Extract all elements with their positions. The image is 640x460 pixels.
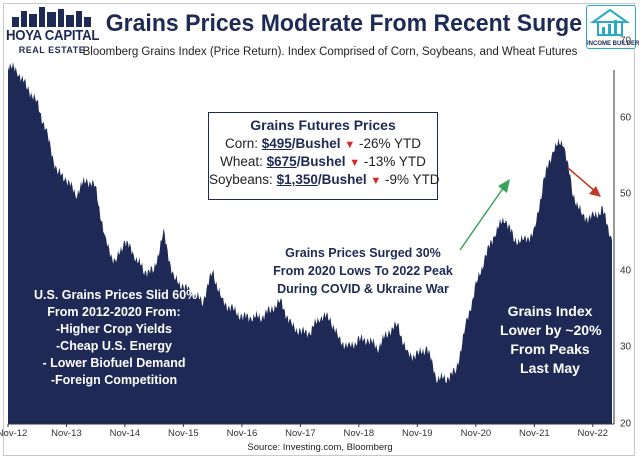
ytd-change: -26% YTD <box>358 136 422 151</box>
logo-brand: HOYA CAPITAL <box>6 27 100 44</box>
annotation-line: Grains Prices Surged 30% <box>285 246 441 260</box>
x-tick-label: Nov-18 <box>343 428 375 439</box>
hoya-capital-logo: HOYA CAPITAL REAL ESTATE <box>6 5 100 59</box>
commodity-label: Corn: <box>224 136 258 151</box>
source-note: Source: Investing.com, Bloomberg <box>247 442 393 453</box>
x-tick-label: Nov-12 <box>0 428 28 439</box>
x-tick-label: Nov-20 <box>460 428 492 439</box>
logo-subtitle: REAL ESTATE <box>18 45 86 55</box>
annotation-line: U.S. Grains Prices Slid 60% <box>34 288 198 302</box>
annotation-line: Grains Index <box>507 303 593 319</box>
house-icon <box>589 8 631 36</box>
price-unit: /Bushel <box>317 172 367 187</box>
commodity-label: Soybeans: <box>209 172 273 187</box>
x-tick-label: Nov-13 <box>51 428 82 439</box>
price-row-soybeans: Soybeans: $1,350/Bushel ▼ -9% YTD <box>209 172 440 187</box>
income-builder-label: INCOME BUILDER <box>587 41 640 47</box>
down-triangle-icon: ▼ <box>370 175 382 187</box>
price-row-corn: Corn: $495/Bushel ▼ -26% YTD <box>209 136 437 151</box>
y-tick-label: 60 <box>620 112 632 124</box>
annotation-line: -Higher Crop Yields <box>56 322 172 336</box>
down-trend-arrow-line <box>567 167 597 193</box>
price-box-heading: Grains Futures Prices <box>250 117 396 133</box>
down-trend-arrow-icon <box>589 186 601 197</box>
y-tick-label: 50 <box>620 188 632 200</box>
annotation-line: - Lower Biofuel Demand <box>42 356 186 370</box>
commodity-price: $1,350 <box>276 172 318 187</box>
futures-price-box: Grains Futures Prices Corn: $495/Bushel … <box>208 112 440 200</box>
up-trend-arrow-icon <box>498 179 510 193</box>
surge-annotation: Grains Prices Surged 30% From 2020 Lows … <box>258 244 468 298</box>
annotation-line: During COVID & Ukraine War <box>277 282 449 296</box>
annotation-line: -Cheap U.S. Energy <box>56 339 172 353</box>
annotation-line: From 2020 Lows To 2022 Peak <box>273 264 453 278</box>
annotation-line: From Peaks <box>510 341 590 357</box>
ytd-change: -9% YTD <box>385 172 440 187</box>
commodity-price: $495 <box>261 136 292 151</box>
x-tick-label: Nov-16 <box>226 428 258 439</box>
x-tick-marks <box>7 424 594 427</box>
chart-title: Grains Prices Moderate From Recent Surge <box>105 10 583 37</box>
y-tick-label: 40 <box>620 265 632 277</box>
y-tick-label: 20 <box>620 418 632 430</box>
down-triangle-icon: ▼ <box>344 139 356 151</box>
commodity-price: $675 <box>266 154 297 169</box>
price-unit: /Bushel <box>296 154 346 169</box>
skyline-icon <box>12 7 91 27</box>
x-tick-label: Nov-21 <box>519 428 550 439</box>
x-tick-label: Nov-15 <box>168 428 199 439</box>
x-tick-label: Nov-14 <box>109 428 141 439</box>
ytd-change: -13% YTD <box>363 154 426 169</box>
x-tick-label: Nov-22 <box>577 428 609 439</box>
chart-subtitle: Bloomberg Grains Index (Price Return). I… <box>82 46 578 58</box>
chart-frame <box>3 3 635 456</box>
price-row-wheat: Wheat: $675/Bushel ▼ -13% YTD <box>209 154 437 169</box>
x-tick-label: Nov-19 <box>401 428 433 439</box>
x-tick-label: Nov-17 <box>285 428 316 439</box>
down-triangle-icon: ▼ <box>349 157 361 169</box>
recent-decline-annotation: Grains Index Lower by ~20% From Peaks La… <box>500 302 602 378</box>
annotation-line: -Foreign Competition <box>50 373 178 387</box>
price-unit: /Bushel <box>291 136 341 151</box>
y-tick-label: 30 <box>620 341 632 353</box>
annotation-line: Last May <box>520 360 580 376</box>
y-tick-label: 70 <box>620 35 632 47</box>
annotation-line: Lower by ~20% <box>500 322 602 338</box>
income-builder-logo: INCOME BUILDER <box>586 5 640 49</box>
annotation-line: From 2012-2020 From: <box>47 305 181 319</box>
up-trend-arrow-line <box>459 183 507 251</box>
commodity-label: Wheat: <box>220 154 263 169</box>
grains-index-area <box>8 62 612 424</box>
decline-annotation: U.S. Grains Prices Slid 60% From 2012-20… <box>34 287 198 389</box>
